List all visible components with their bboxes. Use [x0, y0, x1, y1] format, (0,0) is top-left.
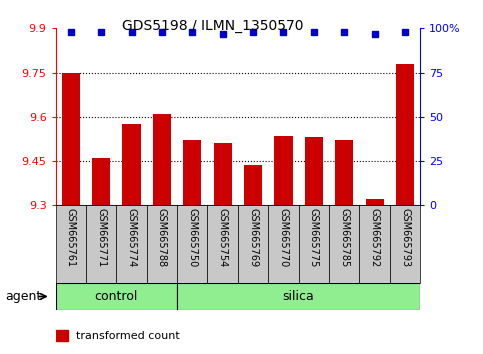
- Text: GSM665792: GSM665792: [369, 208, 380, 267]
- Text: GSM665774: GSM665774: [127, 208, 137, 267]
- Bar: [274, 136, 293, 205]
- Bar: [177, 283, 420, 310]
- Text: agent: agent: [5, 290, 41, 303]
- Bar: [56, 283, 177, 310]
- Text: GSM665775: GSM665775: [309, 208, 319, 267]
- Bar: [268, 205, 298, 283]
- Text: silica: silica: [283, 290, 314, 303]
- Text: GSM665761: GSM665761: [66, 208, 76, 267]
- Bar: [153, 114, 171, 205]
- Bar: [147, 205, 177, 283]
- Bar: [62, 73, 80, 205]
- Bar: [92, 158, 110, 205]
- Text: GDS5198 / ILMN_1350570: GDS5198 / ILMN_1350570: [122, 19, 303, 34]
- Bar: [396, 64, 414, 205]
- Bar: [305, 137, 323, 205]
- Bar: [238, 205, 268, 283]
- Bar: [56, 330, 68, 341]
- Bar: [122, 124, 141, 205]
- Bar: [390, 205, 420, 283]
- Bar: [56, 205, 86, 283]
- Text: GSM665788: GSM665788: [157, 208, 167, 267]
- Text: GSM665769: GSM665769: [248, 208, 258, 267]
- Bar: [298, 205, 329, 283]
- Text: GSM665771: GSM665771: [96, 208, 106, 267]
- Text: GSM665750: GSM665750: [187, 208, 197, 267]
- Bar: [329, 205, 359, 283]
- Bar: [177, 205, 208, 283]
- Text: GSM665754: GSM665754: [218, 208, 227, 267]
- Text: GSM665770: GSM665770: [279, 208, 288, 267]
- Bar: [208, 205, 238, 283]
- Text: control: control: [95, 290, 138, 303]
- Text: GSM665793: GSM665793: [400, 208, 410, 267]
- Text: GSM665785: GSM665785: [339, 208, 349, 267]
- Bar: [244, 166, 262, 205]
- Bar: [86, 205, 116, 283]
- Bar: [366, 199, 384, 205]
- Bar: [116, 205, 147, 283]
- Bar: [183, 141, 201, 205]
- Bar: [359, 205, 390, 283]
- Bar: [213, 143, 232, 205]
- Text: transformed count: transformed count: [76, 331, 179, 341]
- Bar: [335, 141, 354, 205]
